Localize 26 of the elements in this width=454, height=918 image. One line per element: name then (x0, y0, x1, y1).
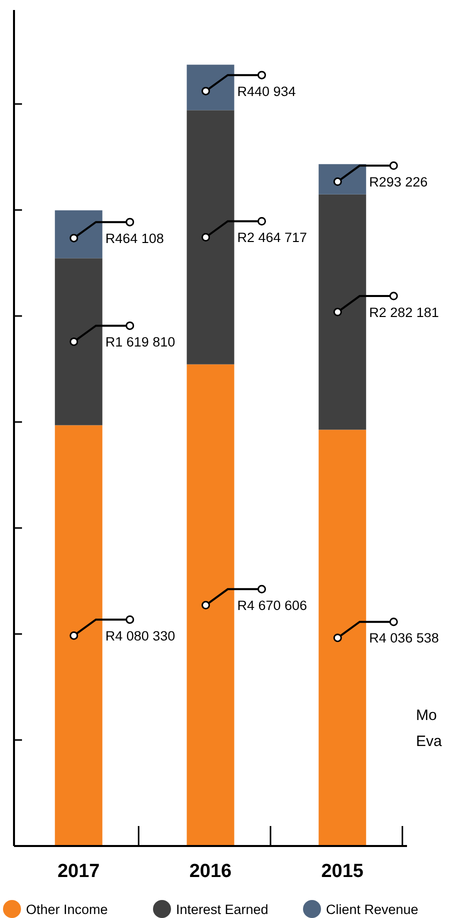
data-label: R464 108 (105, 230, 164, 246)
x-tick-label: 2015 (321, 861, 364, 882)
bar (186, 364, 234, 846)
data-label: R4 080 330 (105, 628, 176, 644)
data-label: R293 226 (369, 174, 428, 190)
data-label: R2 282 181 (369, 304, 439, 320)
bar (186, 64, 234, 110)
bar (54, 210, 102, 258)
bar (54, 258, 102, 426)
bar (318, 164, 366, 194)
bar (318, 430, 366, 846)
data-label: R440 934 (237, 84, 296, 99)
legend-label: Interest Earned (176, 902, 268, 917)
x-tick-label: 2016 (189, 861, 232, 882)
bar (318, 194, 366, 430)
text: Mo (416, 707, 437, 724)
legend-label: Other Income (26, 902, 108, 917)
data-label: R2 464 717 (237, 230, 308, 245)
x-tick-label: 2017 (57, 861, 100, 882)
data-label: R1 619 810 (105, 334, 176, 350)
data-label: R4 670 606 (237, 598, 308, 613)
text: Eva (416, 733, 443, 750)
bar (186, 110, 234, 364)
legend-label: Client Revenue (326, 902, 418, 917)
data-label: R4 036 538 (369, 630, 439, 646)
bar (54, 425, 102, 846)
